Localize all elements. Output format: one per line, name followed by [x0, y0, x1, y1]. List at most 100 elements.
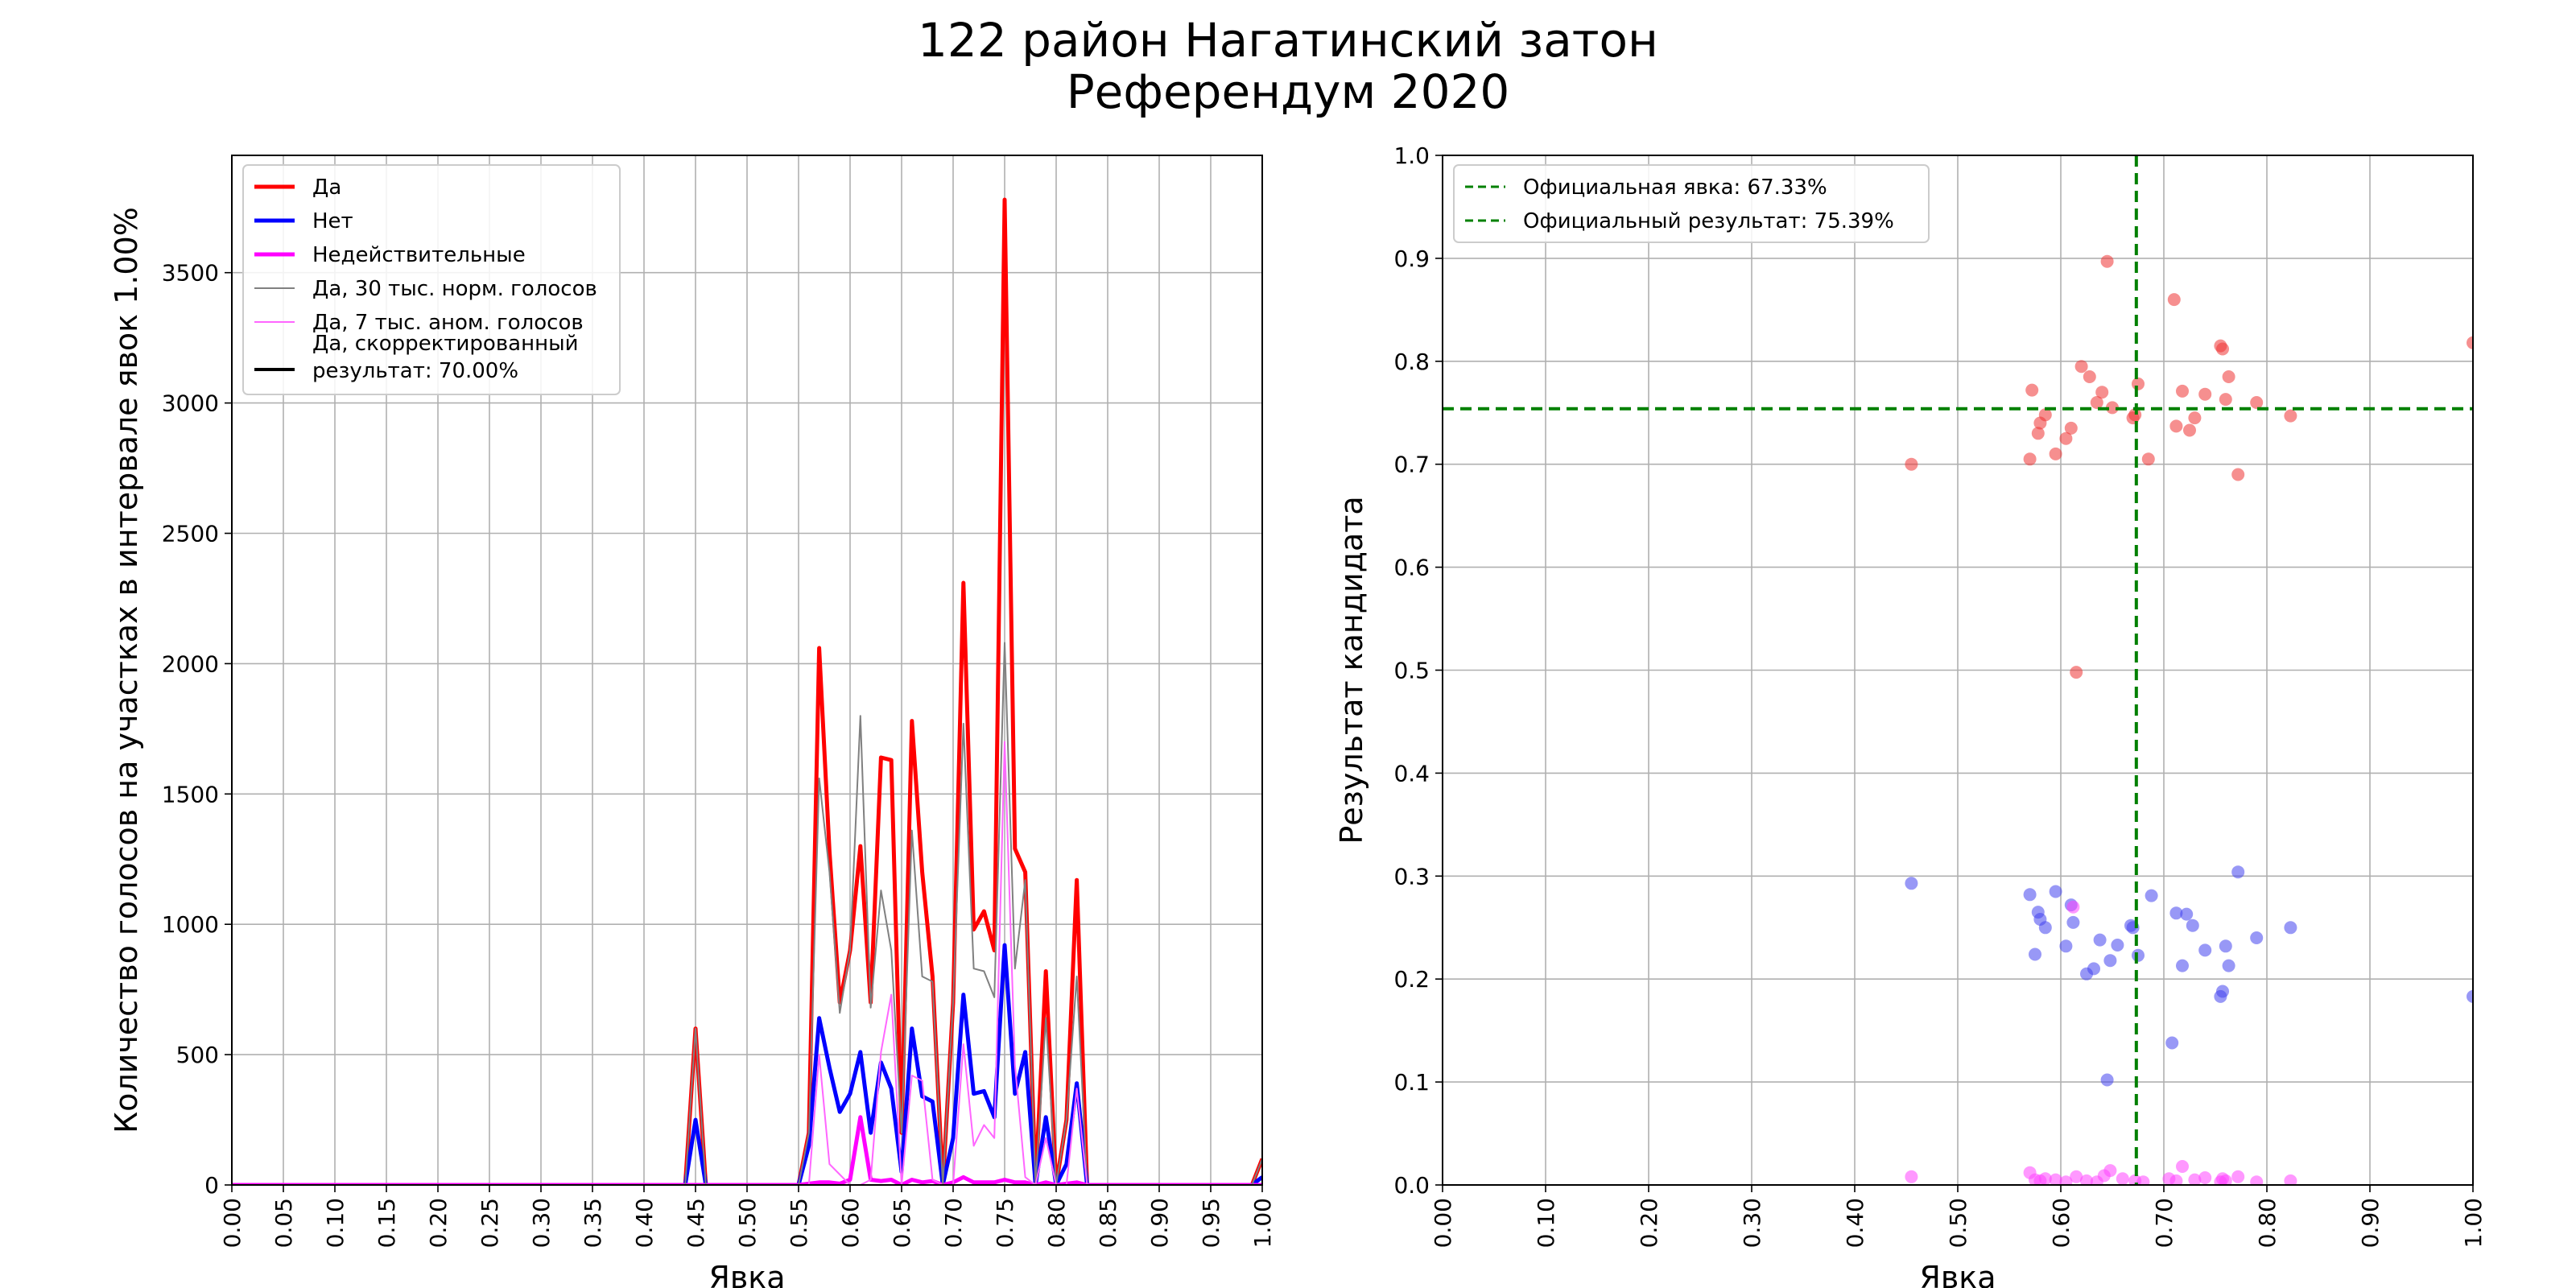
turnout-result-scatter-panel: 0.00 0.10 0.20 0.30 0.40 0.50 0.60 0.70 0.80 0.90… — [1334, 142, 2487, 1288]
p2-point-1 — [2093, 933, 2107, 947]
p2-x-tick-label: 0.70 — [2151, 1198, 2178, 1248]
p2-point-1 — [2087, 962, 2100, 976]
p1-x-tick-label: 0.80 — [1043, 1198, 1070, 1248]
p1-x-tick-label: 0.85 — [1095, 1198, 1121, 1248]
p2-x-tick-label: 0.10 — [1533, 1198, 1559, 1248]
p2-legend-label-1: Официальный результат: 75.39% — [1523, 209, 1894, 233]
p2-point-0 — [2074, 360, 2088, 374]
p2-y-tick-label: 0.9 — [1393, 246, 1430, 272]
p2-point-2 — [2116, 1172, 2129, 1185]
p2-point-0 — [2128, 408, 2142, 422]
p2-point-1 — [2103, 954, 2117, 968]
p2-point-2 — [2198, 1171, 2212, 1184]
p1-x-tick-label: 0.45 — [683, 1198, 709, 1248]
p2-point-1 — [2250, 931, 2264, 944]
p2-point-1 — [2049, 885, 2062, 898]
p2-point-2 — [2231, 1170, 2245, 1183]
p1-y-tick-label: 1000 — [162, 911, 219, 938]
p2-point-2 — [2103, 1164, 2117, 1178]
p2-point-0 — [2216, 342, 2229, 356]
p1-y-tick-label: 500 — [176, 1042, 219, 1068]
p1-x-tick-label: 0.30 — [528, 1198, 555, 1248]
p1-x-axis-label: Явка — [708, 1260, 785, 1288]
p2-point-1 — [2169, 906, 2183, 920]
p1-x-tick-label: 0.70 — [940, 1198, 967, 1248]
p2-y-tick-label: 0.2 — [1393, 966, 1430, 993]
p2-point-0 — [2188, 411, 2202, 425]
p2-y-tick-label: 0.1 — [1393, 1069, 1430, 1096]
p2-point-1 — [2231, 865, 2245, 879]
p2-point-0 — [2038, 408, 2052, 422]
p2-point-0 — [2025, 383, 2039, 397]
p2-point-0 — [2231, 468, 2245, 481]
p2-point-0 — [2167, 293, 2181, 307]
p2-x-tick-label: 0.20 — [1636, 1198, 1662, 1248]
p1-x-tick-label: 0.60 — [837, 1198, 864, 1248]
p1-y-tick-label: 2000 — [162, 650, 219, 677]
p2-point-1 — [2186, 919, 2199, 932]
p2-point-2 — [2049, 1173, 2062, 1185]
figure-title-line2: Референдум 2020 — [1066, 64, 1510, 119]
p2-point-0 — [2031, 427, 2045, 440]
p2-point-0 — [2219, 393, 2232, 407]
p2-point-2 — [2066, 900, 2080, 914]
p2-x-tick-label: 0.90 — [2357, 1198, 2384, 1248]
p2-point-1 — [2219, 939, 2232, 953]
p2-point-0 — [2023, 452, 2037, 466]
p1-x-tick-label: 0.90 — [1146, 1198, 1173, 1248]
p1-series-line-0 — [232, 197, 1262, 1185]
p2-point-2 — [1905, 1170, 1918, 1183]
p1-legend-label-5: Да, скорректированный — [312, 332, 579, 356]
p1-x-tick-label: 1.00 — [1249, 1198, 1276, 1248]
p2-x-tick-label: 0.60 — [2048, 1198, 2074, 1248]
p1-x-tick-label: 0.40 — [631, 1198, 658, 1248]
p2-point-1 — [2029, 947, 2041, 961]
p2-point-0 — [2284, 409, 2297, 423]
p1-y-axis-label: Количество голосов на участках в интерва… — [109, 207, 144, 1133]
p2-point-0 — [2059, 431, 2073, 445]
p2-y-tick-label: 0.8 — [1393, 349, 1430, 375]
p2-point-2 — [2059, 1175, 2073, 1185]
p2-point-2 — [2136, 1175, 2150, 1185]
p2-point-2 — [2219, 1174, 2232, 1185]
p2-point-0 — [2070, 666, 2083, 679]
p2-point-0 — [2100, 254, 2114, 268]
p2-x-tick-label: 0.50 — [1945, 1198, 1971, 1248]
p1-y-tick-label: 1500 — [162, 781, 219, 807]
p2-point-1 — [2284, 921, 2297, 935]
p2-point-1 — [2038, 921, 2052, 935]
p2-point-0 — [2183, 423, 2196, 437]
p1-series-line-3 — [232, 642, 1262, 1185]
p1-legend-box — [242, 164, 621, 395]
p2-point-1 — [2176, 959, 2189, 972]
figure-title-line1: 122 район Нагатинский затон — [918, 13, 1658, 68]
p2-x-axis-label: Явка — [1919, 1260, 1996, 1288]
p2-point-0 — [2169, 419, 2183, 433]
p2-point-2 — [2080, 1174, 2093, 1185]
p2-y-tick-label: 0.5 — [1393, 658, 1430, 684]
p2-point-2 — [2284, 1174, 2297, 1185]
p2-point-0 — [2090, 396, 2103, 409]
p1-x-tick-label: 0.95 — [1198, 1198, 1224, 1248]
p2-point-2 — [2169, 1174, 2183, 1185]
p1-y-tick-label: 0 — [204, 1172, 219, 1199]
p2-point-0 — [2141, 452, 2155, 466]
p1-x-tick-label: 0.15 — [374, 1198, 400, 1248]
p2-point-0 — [2222, 370, 2235, 383]
p2-point-1 — [2467, 989, 2473, 1003]
p1-x-tick-label: 0.75 — [992, 1198, 1018, 1248]
p2-legend-box — [1453, 164, 1930, 243]
p1-x-tick-label: 0.00 — [219, 1198, 246, 1248]
p2-legend: Официальная явка: 67.33% Официальный резу… — [1453, 164, 1930, 243]
p2-point-1 — [2132, 948, 2145, 962]
p2-point-1 — [2216, 985, 2229, 998]
p1-x-tick-label: 0.20 — [425, 1198, 452, 1248]
p2-y-tick-label: 1.0 — [1393, 142, 1430, 169]
p2-legend-label-0: Официальная явка: 67.33% — [1523, 175, 1827, 200]
p2-plot-frame — [1442, 155, 2474, 1186]
p2-x-tick-label: 0.40 — [1842, 1198, 1868, 1248]
p2-point-2 — [2176, 1160, 2189, 1173]
p2-point-0 — [2176, 384, 2189, 398]
p1-x-tick-label: 0.55 — [786, 1198, 812, 1248]
